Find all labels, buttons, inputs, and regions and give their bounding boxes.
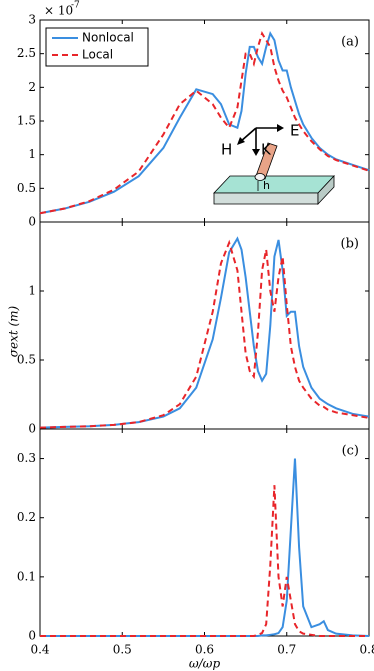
series-line bbox=[39, 239, 370, 429]
panel-label: (a) bbox=[341, 35, 359, 50]
y-tick-label: 1.5 bbox=[17, 114, 36, 128]
y-tick-label: 2.5 bbox=[17, 46, 36, 60]
series-line bbox=[40, 485, 369, 637]
slab-side bbox=[317, 174, 335, 206]
wire-end bbox=[254, 173, 266, 181]
exponent-base: × 10 bbox=[44, 4, 73, 18]
y-tick-label: 0.2 bbox=[17, 510, 36, 524]
panel-label: (c) bbox=[342, 444, 359, 459]
y-tick-label: 0.1 bbox=[17, 569, 36, 583]
panel-label: (b) bbox=[341, 237, 359, 252]
y-tick-label: 1 bbox=[28, 284, 36, 298]
series-line bbox=[39, 31, 370, 215]
series-line bbox=[39, 236, 370, 429]
e-arrowhead bbox=[277, 124, 284, 132]
series-line bbox=[40, 458, 370, 637]
x-tick-label: 0.6 bbox=[195, 643, 214, 657]
plots: 0 0.5 1 1.5 2 2.5 3 (a) × 10-7 Nonlocal Local 0 0.5 1… bbox=[7, 1, 374, 671]
inset-label: h bbox=[263, 179, 270, 192]
x-tick-label: 0.7 bbox=[277, 643, 296, 657]
y-tick-label: 0 bbox=[28, 422, 36, 436]
y-tick-label: 2 bbox=[28, 80, 36, 94]
slab-front bbox=[213, 192, 319, 205]
x-tick-label: 0.8 bbox=[359, 643, 374, 657]
axes-frame bbox=[39, 428, 370, 637]
y-axis-label: σext (m) bbox=[7, 305, 21, 357]
y-tick-label: 0 bbox=[28, 629, 36, 643]
legend-box bbox=[45, 27, 149, 67]
exponent-power: -7 bbox=[71, 1, 80, 11]
x-tick-label: 0.5 bbox=[113, 643, 132, 657]
y-tick-label: 0.5 bbox=[17, 181, 36, 195]
legend-label: Nonlocal bbox=[82, 31, 134, 45]
y-tick-label: 0.5 bbox=[17, 353, 36, 367]
slab-top bbox=[213, 175, 335, 194]
inset-illustration: E H K h bbox=[213, 122, 335, 206]
inset-label: H bbox=[221, 141, 232, 159]
k-arrowhead bbox=[252, 149, 260, 156]
x-tick-label: 0.4 bbox=[30, 643, 49, 657]
inset-label: E bbox=[290, 122, 299, 140]
y-tick-label: 1 bbox=[28, 147, 36, 161]
y-tick-label: 3 bbox=[28, 13, 36, 27]
y-tick-label: 0 bbox=[28, 215, 36, 229]
legend-label: Local bbox=[82, 48, 113, 62]
y-tick-label: 0.3 bbox=[17, 451, 36, 465]
h-arrowhead bbox=[237, 137, 245, 145]
x-axis-label: ω/ωp bbox=[189, 657, 221, 671]
inset-label: K bbox=[261, 141, 272, 159]
series-line bbox=[39, 31, 370, 215]
